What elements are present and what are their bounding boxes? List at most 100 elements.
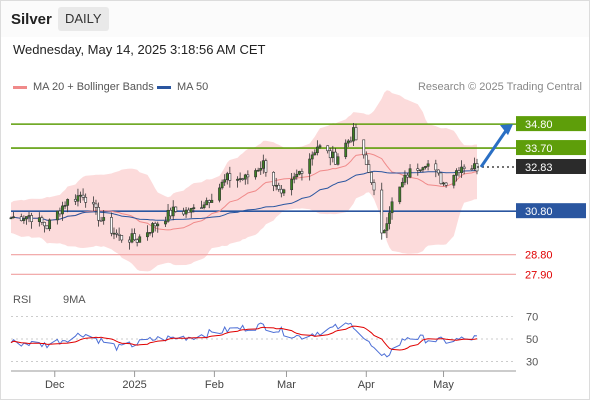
level-tag-2	[516, 203, 586, 219]
candle-body	[61, 205, 64, 215]
candle-body	[223, 179, 227, 183]
x-tick-Mar: Mar	[277, 379, 296, 391]
candle-body	[434, 163, 438, 171]
candle-body	[151, 223, 155, 233]
candle-body	[406, 174, 409, 178]
candle-body	[27, 215, 31, 217]
candle-body	[102, 217, 106, 221]
ma20-line	[10, 152, 478, 231]
rsi-tick-50: 50	[526, 334, 538, 346]
candle-body	[184, 209, 188, 215]
candle-body	[264, 160, 268, 173]
candle-body	[110, 217, 113, 234]
candle-body	[19, 216, 23, 221]
candle-body	[473, 163, 476, 170]
header-bar: Silver DAILY	[1, 1, 589, 37]
timestamp: Wednesday, May 14, 2025 3:18:56 AM CET	[13, 42, 266, 57]
candle-body	[236, 178, 239, 181]
candle-body	[43, 222, 46, 227]
x-tick-Feb: Feb	[205, 379, 224, 391]
rsi-label: RSI	[13, 294, 32, 306]
candle-body	[25, 216, 28, 220]
candle-body	[455, 170, 458, 176]
candle-body	[120, 235, 124, 241]
candle-body	[418, 169, 422, 172]
candle-body	[133, 233, 136, 241]
candle-body	[241, 178, 245, 180]
candle-body	[200, 207, 203, 209]
candle-body	[225, 173, 229, 181]
candle-body	[55, 210, 59, 221]
candle-body	[261, 160, 265, 169]
candle-body	[174, 206, 178, 212]
legend-ma50: MA 50	[157, 81, 208, 93]
candle-body	[220, 181, 224, 189]
candle-body	[117, 233, 121, 236]
candle-body	[362, 139, 366, 156]
candle-body	[380, 189, 384, 234]
instrument-title: Silver	[11, 11, 52, 28]
candle-body	[290, 178, 294, 191]
candle-body	[349, 140, 353, 143]
candle-body	[398, 186, 402, 203]
candle-body	[364, 154, 368, 165]
rsi-line	[10, 322, 478, 358]
forecast-arrow-head	[500, 124, 513, 136]
timeframe-badge[interactable]: DAILY	[58, 7, 109, 31]
candle-body	[292, 176, 296, 180]
candle-body	[30, 215, 33, 222]
candle-body	[346, 140, 350, 144]
legend-rsi-ma: 9MA	[63, 294, 86, 306]
candle-body	[390, 201, 394, 214]
bollinger-band	[11, 90, 477, 272]
candle-body	[315, 146, 319, 154]
candle-body	[308, 158, 312, 174]
candle-body	[444, 182, 448, 186]
candle-body	[81, 194, 85, 198]
candle-body	[12, 216, 15, 219]
candle-body	[442, 182, 445, 185]
candle-body	[45, 225, 49, 230]
candle-body	[66, 199, 70, 206]
candle-body	[135, 239, 139, 243]
candle-body	[189, 208, 193, 213]
candle-body	[313, 152, 317, 156]
legend-rsi: RSI	[13, 294, 31, 306]
ma50-label: MA 50	[177, 81, 209, 93]
candle-body	[295, 173, 299, 178]
candle-body	[259, 168, 263, 171]
candle-body	[164, 221, 167, 225]
candle-body	[192, 207, 196, 209]
candle-body	[408, 168, 412, 178]
candle-body	[91, 202, 95, 205]
candle-body	[187, 209, 191, 213]
candle-body	[274, 184, 278, 187]
level-tag-1	[516, 140, 586, 156]
candle-body	[282, 189, 286, 194]
candle-body	[421, 167, 425, 171]
candle-body	[326, 145, 330, 152]
candle-body	[76, 195, 80, 202]
candle-body	[400, 182, 404, 188]
candle-body	[207, 200, 211, 203]
candle-body	[331, 151, 335, 159]
candle-body	[84, 196, 88, 203]
candle-body	[148, 232, 152, 234]
candle-body	[169, 209, 173, 217]
candle-body	[153, 223, 157, 227]
level-label-1: 33.70	[525, 143, 553, 155]
candle-body	[403, 174, 407, 183]
candle-body	[310, 154, 314, 160]
candle-body	[354, 127, 358, 141]
candle-body	[352, 127, 355, 142]
ma50-swatch	[157, 85, 171, 89]
candle-body	[436, 169, 440, 174]
ma50-line	[10, 170, 478, 221]
credit-text: Research © 2025 Trading Central	[417, 81, 582, 93]
candle-body	[382, 230, 386, 234]
candle-body	[166, 209, 170, 222]
candle-body	[97, 207, 100, 221]
candle-body	[146, 232, 149, 238]
